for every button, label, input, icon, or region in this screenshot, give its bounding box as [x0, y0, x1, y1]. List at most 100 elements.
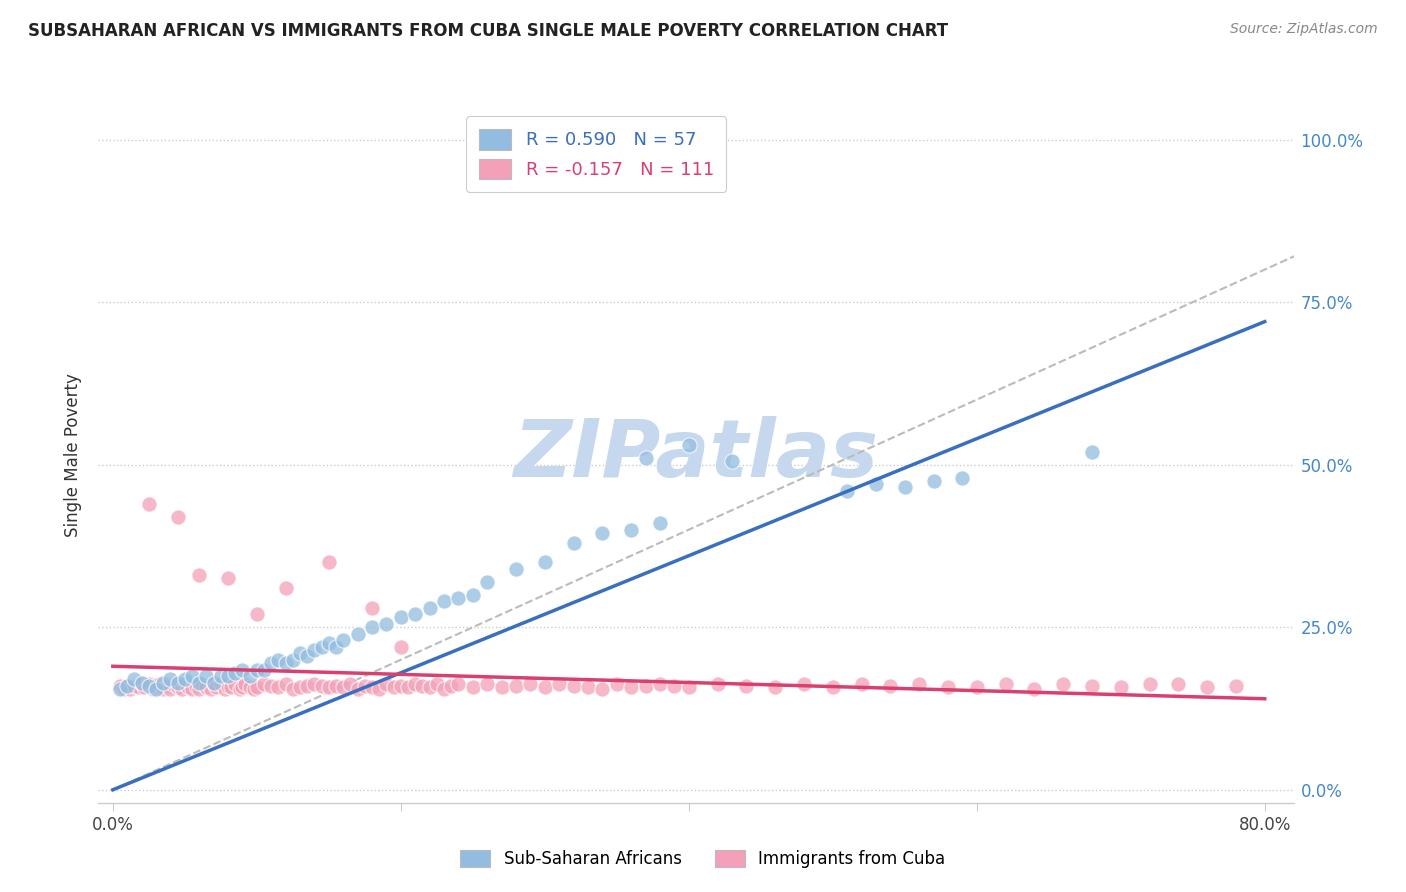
Point: [426, 677, 449, 691]
Point: [865, 477, 887, 491]
Point: [433, 681, 456, 696]
Point: [763, 680, 786, 694]
Point: [505, 679, 527, 693]
Point: [233, 677, 256, 691]
Point: [922, 474, 945, 488]
Point: [936, 680, 959, 694]
Point: [224, 677, 246, 691]
Point: [128, 680, 150, 694]
Point: [288, 680, 311, 694]
Point: [339, 677, 361, 691]
Point: [419, 680, 441, 694]
Point: [156, 679, 179, 693]
Point: [295, 649, 318, 664]
Point: [793, 677, 815, 691]
Point: [620, 523, 643, 537]
Point: [821, 680, 844, 694]
Point: [202, 677, 225, 691]
Point: [562, 535, 585, 549]
Point: [562, 679, 585, 693]
Point: [217, 669, 239, 683]
Legend: R = 0.590   N = 57, R = -0.157   N = 111: R = 0.590 N = 57, R = -0.157 N = 111: [465, 116, 727, 192]
Point: [281, 681, 304, 696]
Point: [176, 680, 198, 694]
Point: [389, 610, 412, 624]
Point: [461, 588, 484, 602]
Point: [195, 669, 218, 683]
Point: [477, 574, 499, 589]
Point: [721, 454, 744, 468]
Point: [217, 679, 239, 693]
Point: [404, 677, 426, 691]
Point: [634, 679, 657, 693]
Point: [219, 680, 242, 694]
Point: [253, 663, 276, 677]
Point: [648, 677, 671, 691]
Point: [200, 681, 222, 696]
Point: [120, 681, 142, 696]
Point: [332, 680, 354, 694]
Point: [246, 607, 269, 622]
Point: [115, 679, 138, 693]
Legend: Sub-Saharan Africans, Immigrants from Cuba: Sub-Saharan Africans, Immigrants from Cu…: [454, 843, 952, 875]
Point: [375, 677, 398, 691]
Point: [505, 562, 527, 576]
Point: [433, 594, 456, 608]
Point: [181, 669, 204, 683]
Point: [361, 600, 384, 615]
Text: Source: ZipAtlas.com: Source: ZipAtlas.com: [1230, 22, 1378, 37]
Point: [228, 681, 250, 696]
Point: [145, 680, 167, 694]
Point: [231, 680, 253, 694]
Point: [166, 680, 188, 694]
Point: [318, 680, 340, 694]
Point: [260, 656, 283, 670]
Point: [325, 640, 347, 654]
Point: [267, 680, 290, 694]
Point: [1167, 677, 1189, 691]
Point: [181, 681, 204, 696]
Point: [1024, 681, 1046, 696]
Point: [950, 471, 973, 485]
Point: [477, 677, 499, 691]
Text: ZIPatlas: ZIPatlas: [513, 416, 879, 494]
Point: [1197, 680, 1219, 694]
Point: [311, 679, 333, 693]
Point: [368, 681, 391, 696]
Point: [214, 681, 236, 696]
Point: [461, 680, 484, 694]
Point: [159, 672, 181, 686]
Point: [908, 677, 931, 691]
Point: [311, 640, 333, 654]
Point: [159, 681, 181, 696]
Point: [217, 572, 239, 586]
Point: [152, 681, 174, 696]
Point: [318, 636, 340, 650]
Point: [620, 680, 643, 694]
Point: [260, 679, 283, 693]
Y-axis label: Single Male Poverty: Single Male Poverty: [65, 373, 83, 537]
Point: [281, 653, 304, 667]
Point: [202, 675, 225, 690]
Point: [447, 591, 470, 605]
Point: [678, 680, 700, 694]
Point: [735, 679, 758, 693]
Point: [246, 663, 269, 677]
Point: [353, 679, 375, 693]
Point: [145, 681, 167, 696]
Point: [1139, 677, 1161, 691]
Point: [548, 677, 571, 691]
Point: [274, 677, 297, 691]
Point: [288, 646, 311, 660]
Point: [142, 681, 165, 696]
Point: [606, 677, 628, 691]
Point: [195, 680, 218, 694]
Point: [274, 656, 297, 670]
Point: [115, 679, 138, 693]
Point: [1052, 677, 1074, 691]
Point: [519, 677, 541, 691]
Point: [148, 677, 170, 691]
Point: [1109, 680, 1132, 694]
Point: [162, 677, 184, 691]
Point: [205, 680, 228, 694]
